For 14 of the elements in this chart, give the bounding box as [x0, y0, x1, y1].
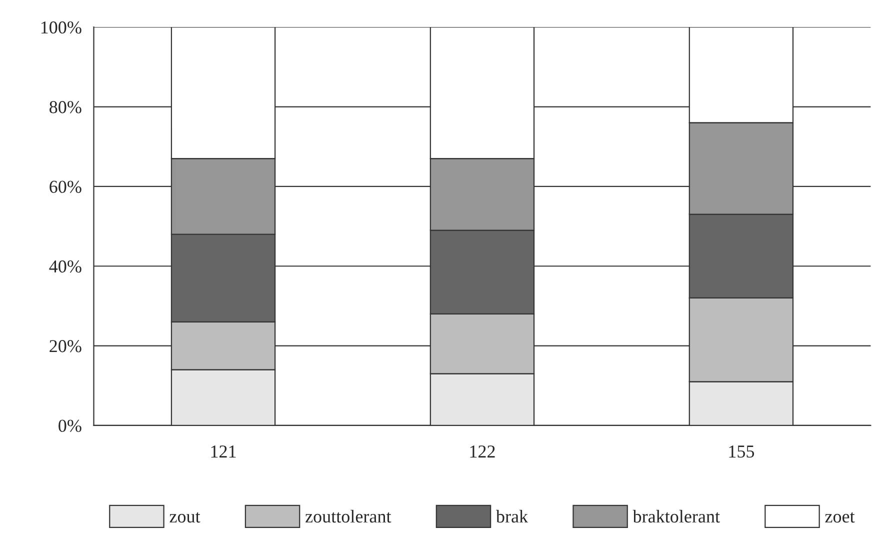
legend-label: zouttolerant	[306, 510, 392, 523]
y-tick-label: 80%	[50, 101, 82, 114]
legend-label: zoet	[825, 512, 855, 523]
legend-label: zout	[170, 512, 200, 523]
y-tick-label: 20%	[50, 340, 82, 352]
y-tick-label: 40%	[49, 260, 82, 273]
legend-label: brak	[496, 510, 528, 523]
y-tick-label: 0%	[58, 420, 82, 432]
legend-label: braktolerant	[632, 510, 720, 523]
x-tick-label: 155	[729, 446, 754, 458]
y-tick-label: 100%	[41, 21, 82, 34]
x-tick-label: 121	[211, 445, 236, 458]
y-tick-label: 60%	[50, 180, 82, 193]
x-tick-label: 122	[470, 445, 495, 458]
